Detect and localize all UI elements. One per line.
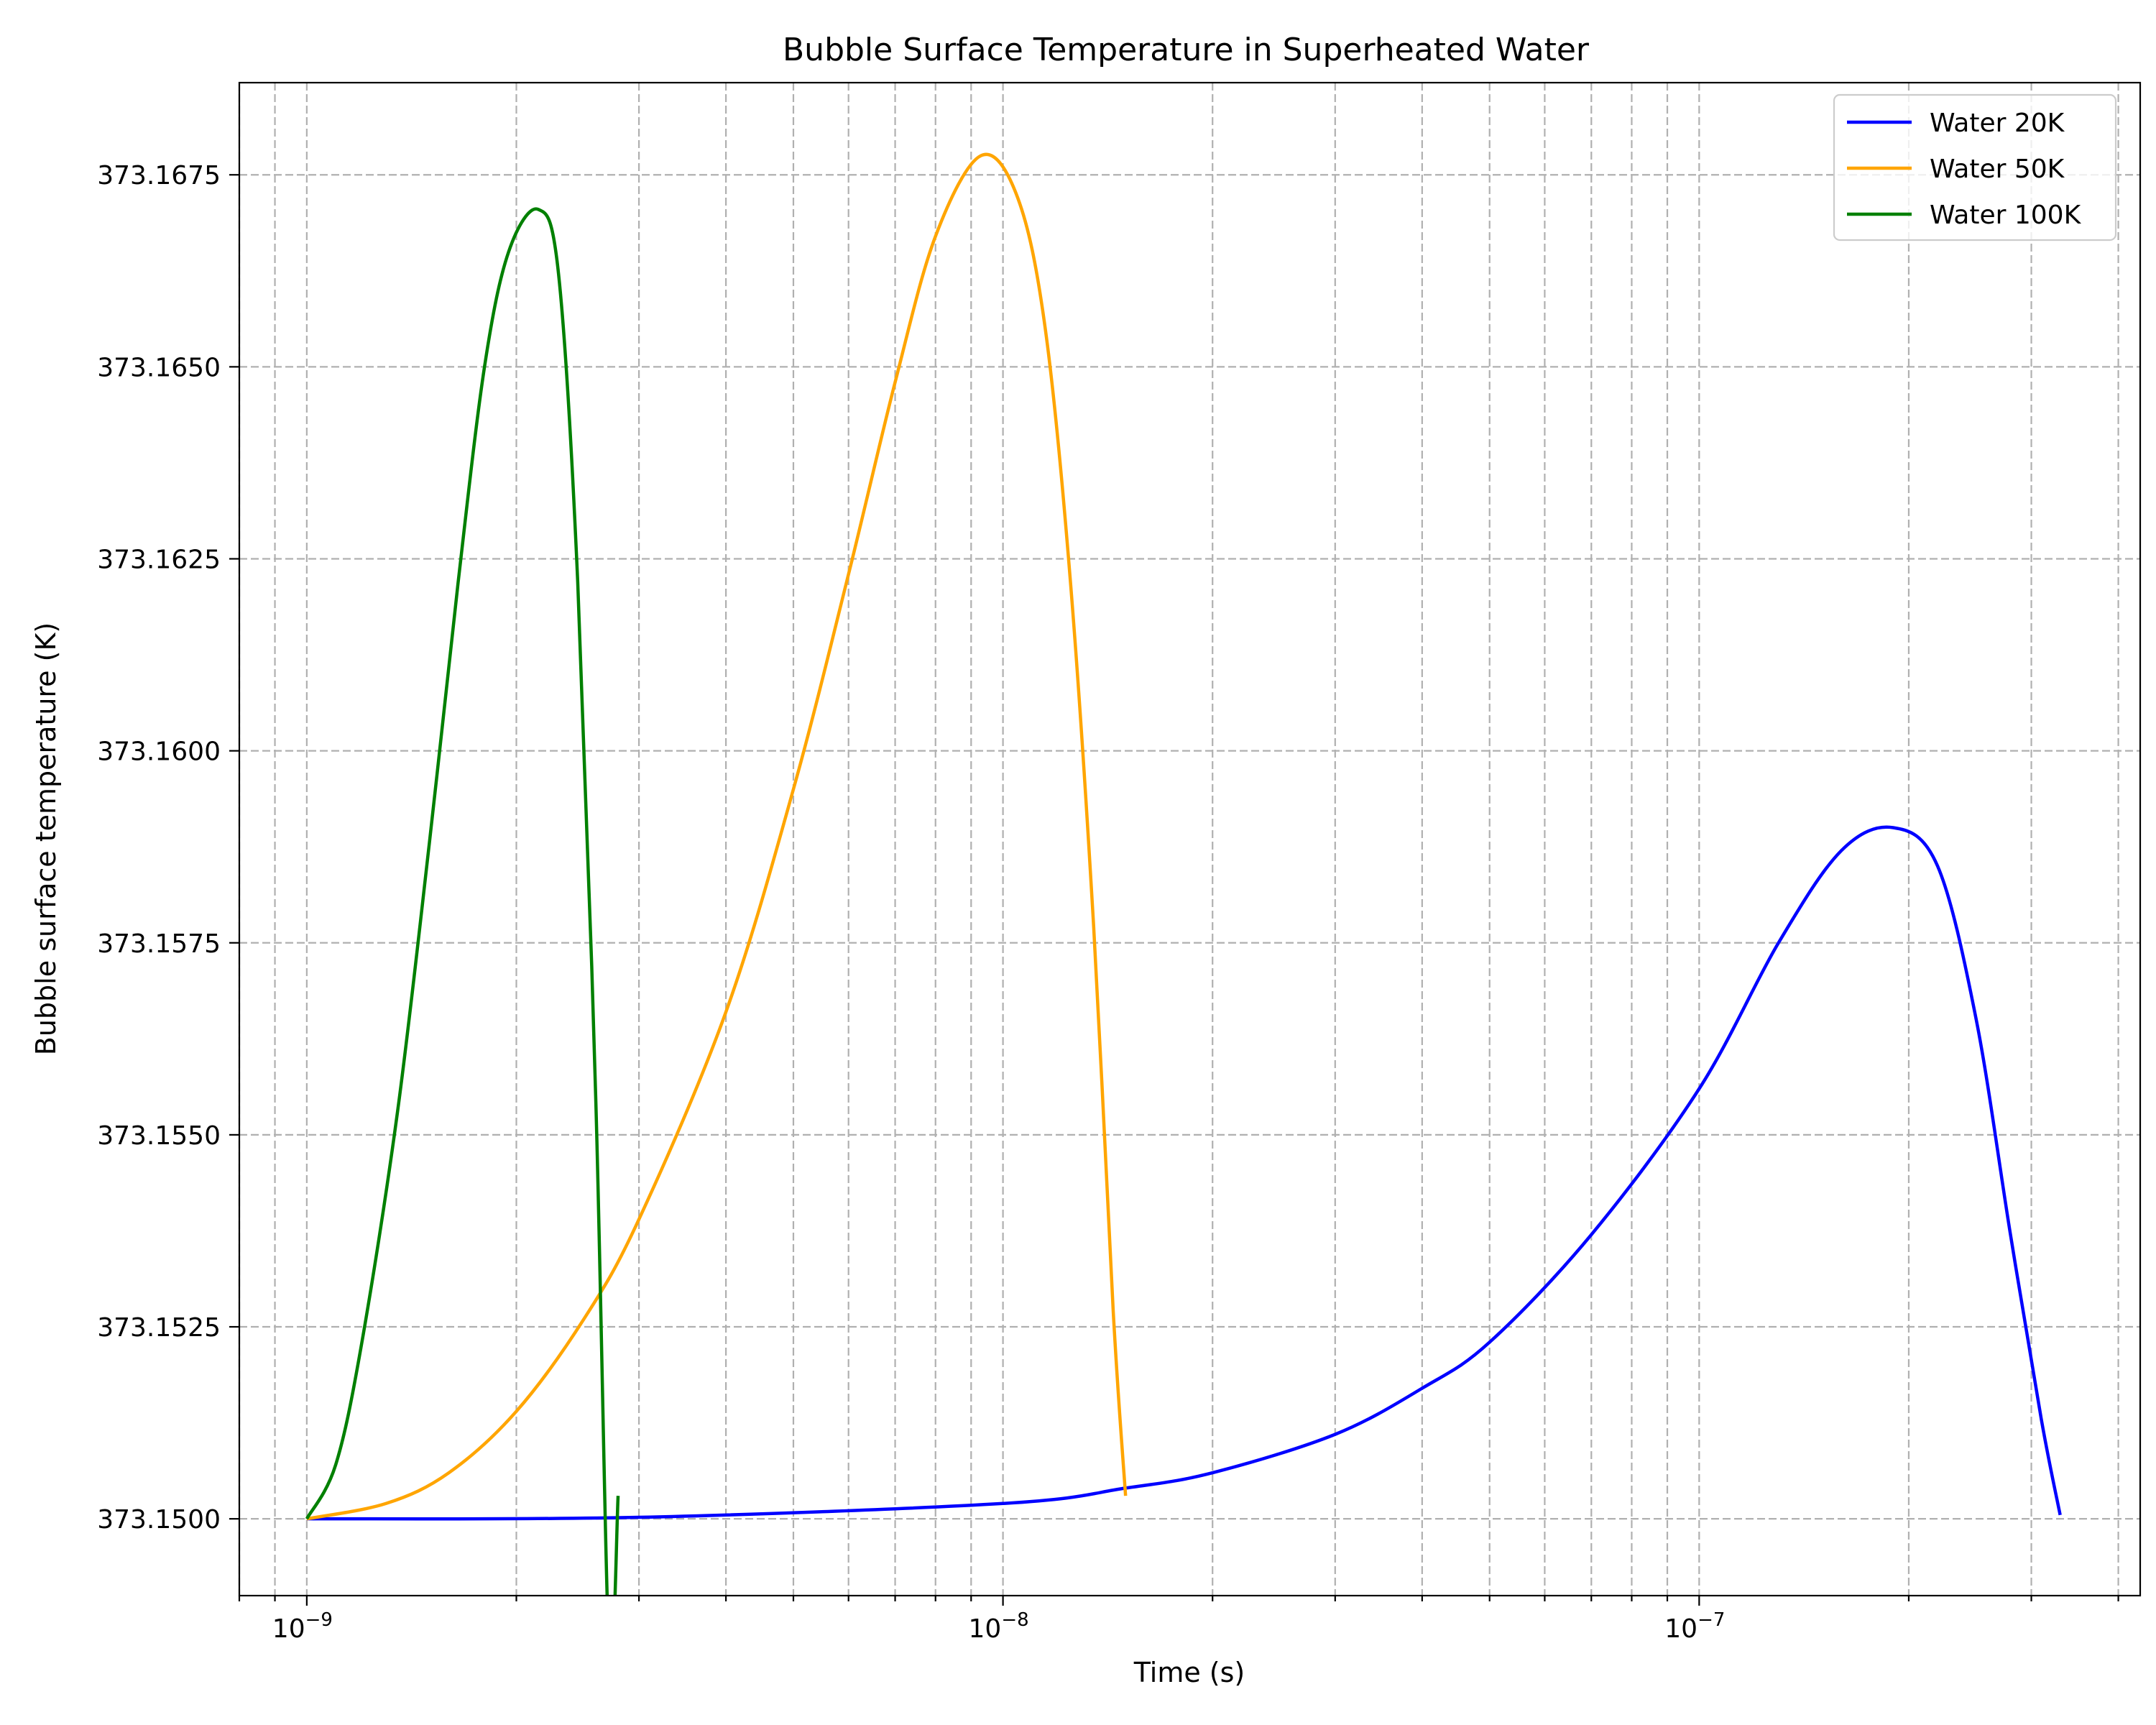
x-axis-ticks: 10−9 10−8 10−7 — [238, 1596, 2119, 1644]
y-tick-label: 373.1625 — [97, 545, 221, 574]
chart-title: Bubble Surface Temperature in Superheate… — [783, 32, 1590, 68]
legend-label-water-100k: Water 100K — [1930, 201, 2082, 230]
series-lines — [305, 152, 2062, 1596]
x-axis-label: Time (s) — [1133, 1657, 1245, 1688]
legend: Water 20K Water 50K Water 100K — [1833, 93, 2117, 242]
series-line-water-100k — [305, 207, 620, 1596]
plot-frame — [238, 81, 2142, 1597]
legend-label-water-50k: Water 50K — [1930, 155, 2065, 184]
y-tick-label: 373.1550 — [97, 1121, 221, 1151]
x-tick-label: 10−8 — [969, 1609, 1029, 1644]
legend-label-water-20k: Water 20K — [1930, 109, 2065, 138]
y-axis-label: Bubble surface temperature (K) — [30, 622, 62, 1055]
y-tick-label: 373.1500 — [97, 1505, 221, 1535]
series-line-water-20k — [306, 825, 2062, 1521]
y-tick-label: 373.1600 — [97, 737, 221, 767]
legend-items: Water 20K Water 50K Water 100K — [1847, 109, 2082, 230]
y-axis-ticks: 373.1500 373.1525 373.1550 373.1575 373.1600… — [97, 161, 239, 1535]
x-tick-label: 10−9 — [272, 1609, 333, 1644]
y-tick-label: 373.1675 — [97, 161, 221, 190]
y-tick-label: 373.1525 — [97, 1313, 221, 1343]
series-line-water-50k — [306, 152, 1128, 1521]
x-tick-label: 10−7 — [1664, 1609, 1725, 1644]
legend-box — [1833, 93, 2117, 242]
y-tick-label: 373.1650 — [97, 353, 221, 382]
y-tick-label: 373.1575 — [97, 929, 221, 959]
